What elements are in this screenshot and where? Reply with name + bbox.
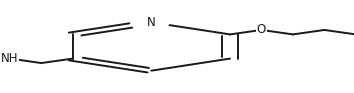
Text: NH: NH	[1, 52, 19, 65]
Text: N: N	[147, 16, 156, 29]
Text: O: O	[257, 23, 266, 36]
